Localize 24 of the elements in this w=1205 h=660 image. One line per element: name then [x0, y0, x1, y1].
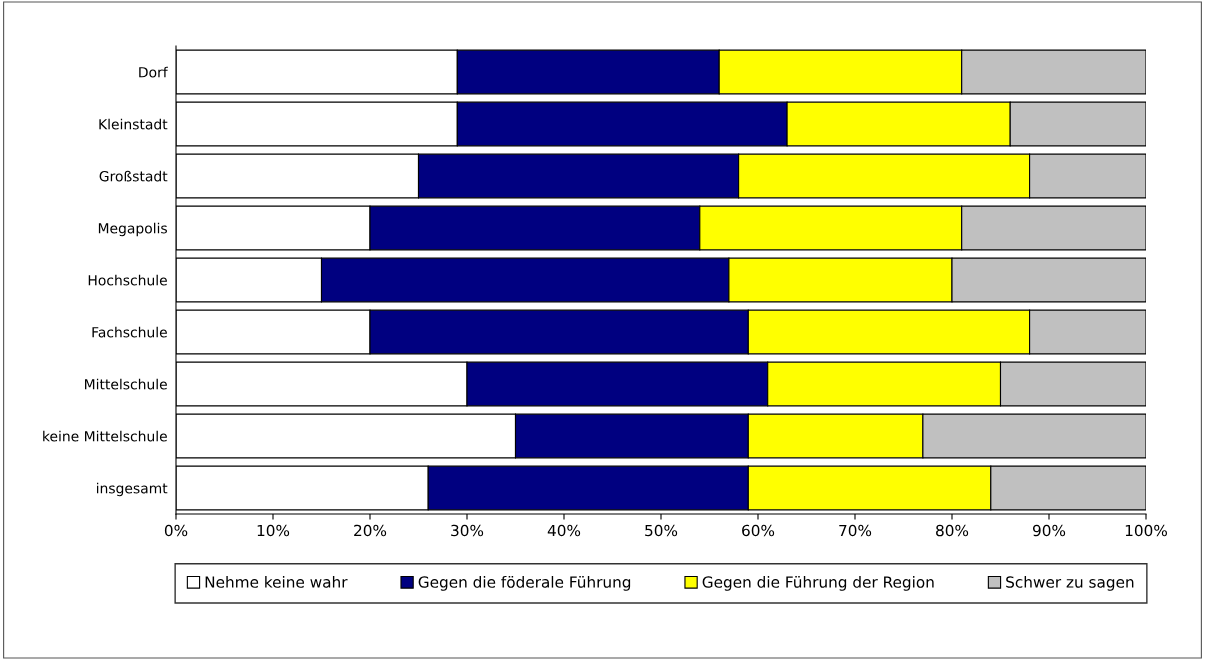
- x-tick-label: 20%: [354, 524, 387, 537]
- y-tick-label: Großstadt: [99, 170, 168, 182]
- y-tick-label: Kleinstadt: [99, 118, 168, 130]
- legend-label: Nehme keine wahr: [205, 575, 348, 588]
- x-tick-label: 30%: [451, 524, 484, 537]
- legend-label: Gegen die Führung der Region: [702, 575, 934, 591]
- y-tick-label: Fachschule: [92, 326, 167, 338]
- x-tick-label: 80%: [936, 524, 969, 537]
- y-tick-label: Mittelschule: [85, 378, 167, 390]
- y-tick-label: keine Mittelschule: [43, 430, 167, 442]
- y-tick-label: Hochschule: [88, 274, 167, 286]
- x-tick-label: 60%: [742, 524, 775, 537]
- x-tick-label: 50%: [645, 524, 678, 537]
- y-tick-label: insgesamt: [97, 482, 168, 497]
- x-tick-label: 70%: [839, 524, 872, 537]
- x-tick-label: 10%: [257, 524, 290, 537]
- y-tick-label: Megapolis: [98, 222, 167, 237]
- x-tick-label: 90%: [1032, 524, 1066, 537]
- x-tick-label: 0%: [164, 524, 188, 537]
- y-tick-label: Dorf: [139, 66, 168, 78]
- legend-label: Schwer zu sagen: [1006, 575, 1134, 591]
- x-tick-label: 40%: [547, 524, 581, 537]
- x-tick-label: 100%: [1125, 524, 1167, 537]
- legend-label: Gegen die föderale Führung: [418, 575, 631, 591]
